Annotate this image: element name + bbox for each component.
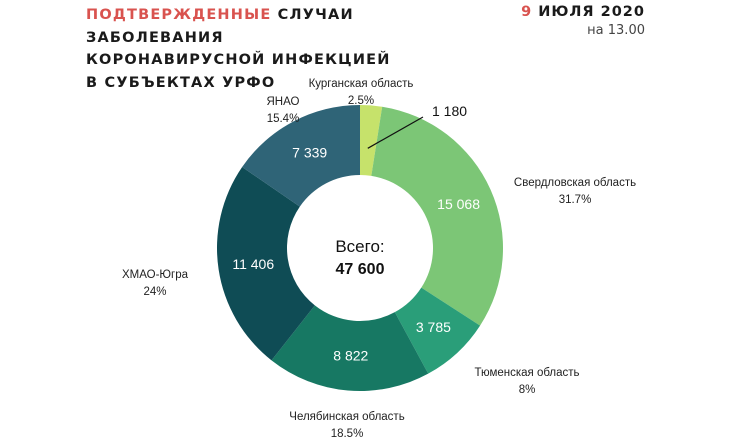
slice-khmao bbox=[217, 167, 315, 361]
region-name-chelyabinsk: Челябинская область bbox=[289, 411, 404, 423]
region-name-yanao: ЯНАО bbox=[267, 96, 300, 108]
region-percent-chelyabinsk: 18.5% bbox=[331, 428, 364, 440]
region-name-sverdlovsk: Свердловская область bbox=[514, 177, 636, 189]
value-label-sverdlovsk: 15 068 bbox=[437, 196, 480, 212]
title-line-1: ПОДТВЕРЖДЕННЫЕ СЛУЧАИ bbox=[86, 4, 391, 27]
title-line-3: КОРОНАВИРУСНОЙ ИНФЕКЦИЕЙ bbox=[86, 52, 391, 68]
value-label-yanao: 7 339 bbox=[292, 144, 327, 160]
slice-outer-labels: Курганская область 2.5% Свердловская облас… bbox=[122, 78, 636, 440]
region-name-khmao: ХМАО-Югра bbox=[122, 269, 189, 281]
slice-sverdlovsk bbox=[371, 106, 503, 326]
region-percent-khmao: 24% bbox=[143, 286, 166, 298]
region-percent-yanao: 15.4% bbox=[267, 113, 300, 125]
region-percent-tyumen: 8% bbox=[519, 384, 536, 396]
slice-yanao bbox=[242, 105, 360, 207]
title-line-2: ЗАБОЛЕВАНИЯ bbox=[86, 29, 224, 46]
title-line-4: В СУБЪЕКТАХ УРФО bbox=[86, 74, 276, 91]
date-month-year: ИЮЛЯ 2020 bbox=[532, 4, 645, 20]
center-total-value: 47 600 bbox=[336, 261, 385, 278]
slice-chelyabinsk bbox=[271, 305, 429, 391]
title-accent: ПОДТВЕРЖДЕННЫЕ bbox=[86, 7, 272, 23]
slice-tyumen bbox=[394, 287, 481, 374]
value-label-kurgan: 1 180 bbox=[432, 103, 467, 119]
date-time: на 13.00 bbox=[587, 23, 645, 38]
date-day: 9 bbox=[521, 4, 533, 20]
value-label-tyumen: 3 785 bbox=[416, 319, 451, 335]
leader-line-kurgan bbox=[367, 116, 424, 149]
region-percent-kurgan: 2.5% bbox=[348, 95, 374, 107]
value-label-chelyabinsk: 8 822 bbox=[333, 348, 368, 364]
region-percent-sverdlovsk: 31.7% bbox=[559, 194, 592, 206]
donut-slices bbox=[217, 105, 503, 391]
value-label-khmao: 11 406 bbox=[232, 256, 274, 272]
center-total-label: Всего: bbox=[335, 237, 384, 256]
region-name-kurgan: Курганская область bbox=[309, 78, 414, 90]
date-block: 9 ИЮЛЯ 2020 на 13.00 bbox=[521, 4, 645, 38]
date-line: 9 ИЮЛЯ 2020 bbox=[521, 4, 645, 20]
chart-title: ПОДТВЕРЖДЕННЫЕ СЛУЧАИ ЗАБОЛЕВАНИЯ КОРОНА… bbox=[86, 4, 391, 94]
title-rest: СЛУЧАИ bbox=[271, 7, 354, 23]
slice-kurgan bbox=[360, 105, 383, 176]
slice-value-labels: 1 180 15 068 3 785 8 822 11 406 7 339 bbox=[232, 103, 480, 364]
region-name-tyumen: Тюменская область bbox=[474, 367, 579, 379]
